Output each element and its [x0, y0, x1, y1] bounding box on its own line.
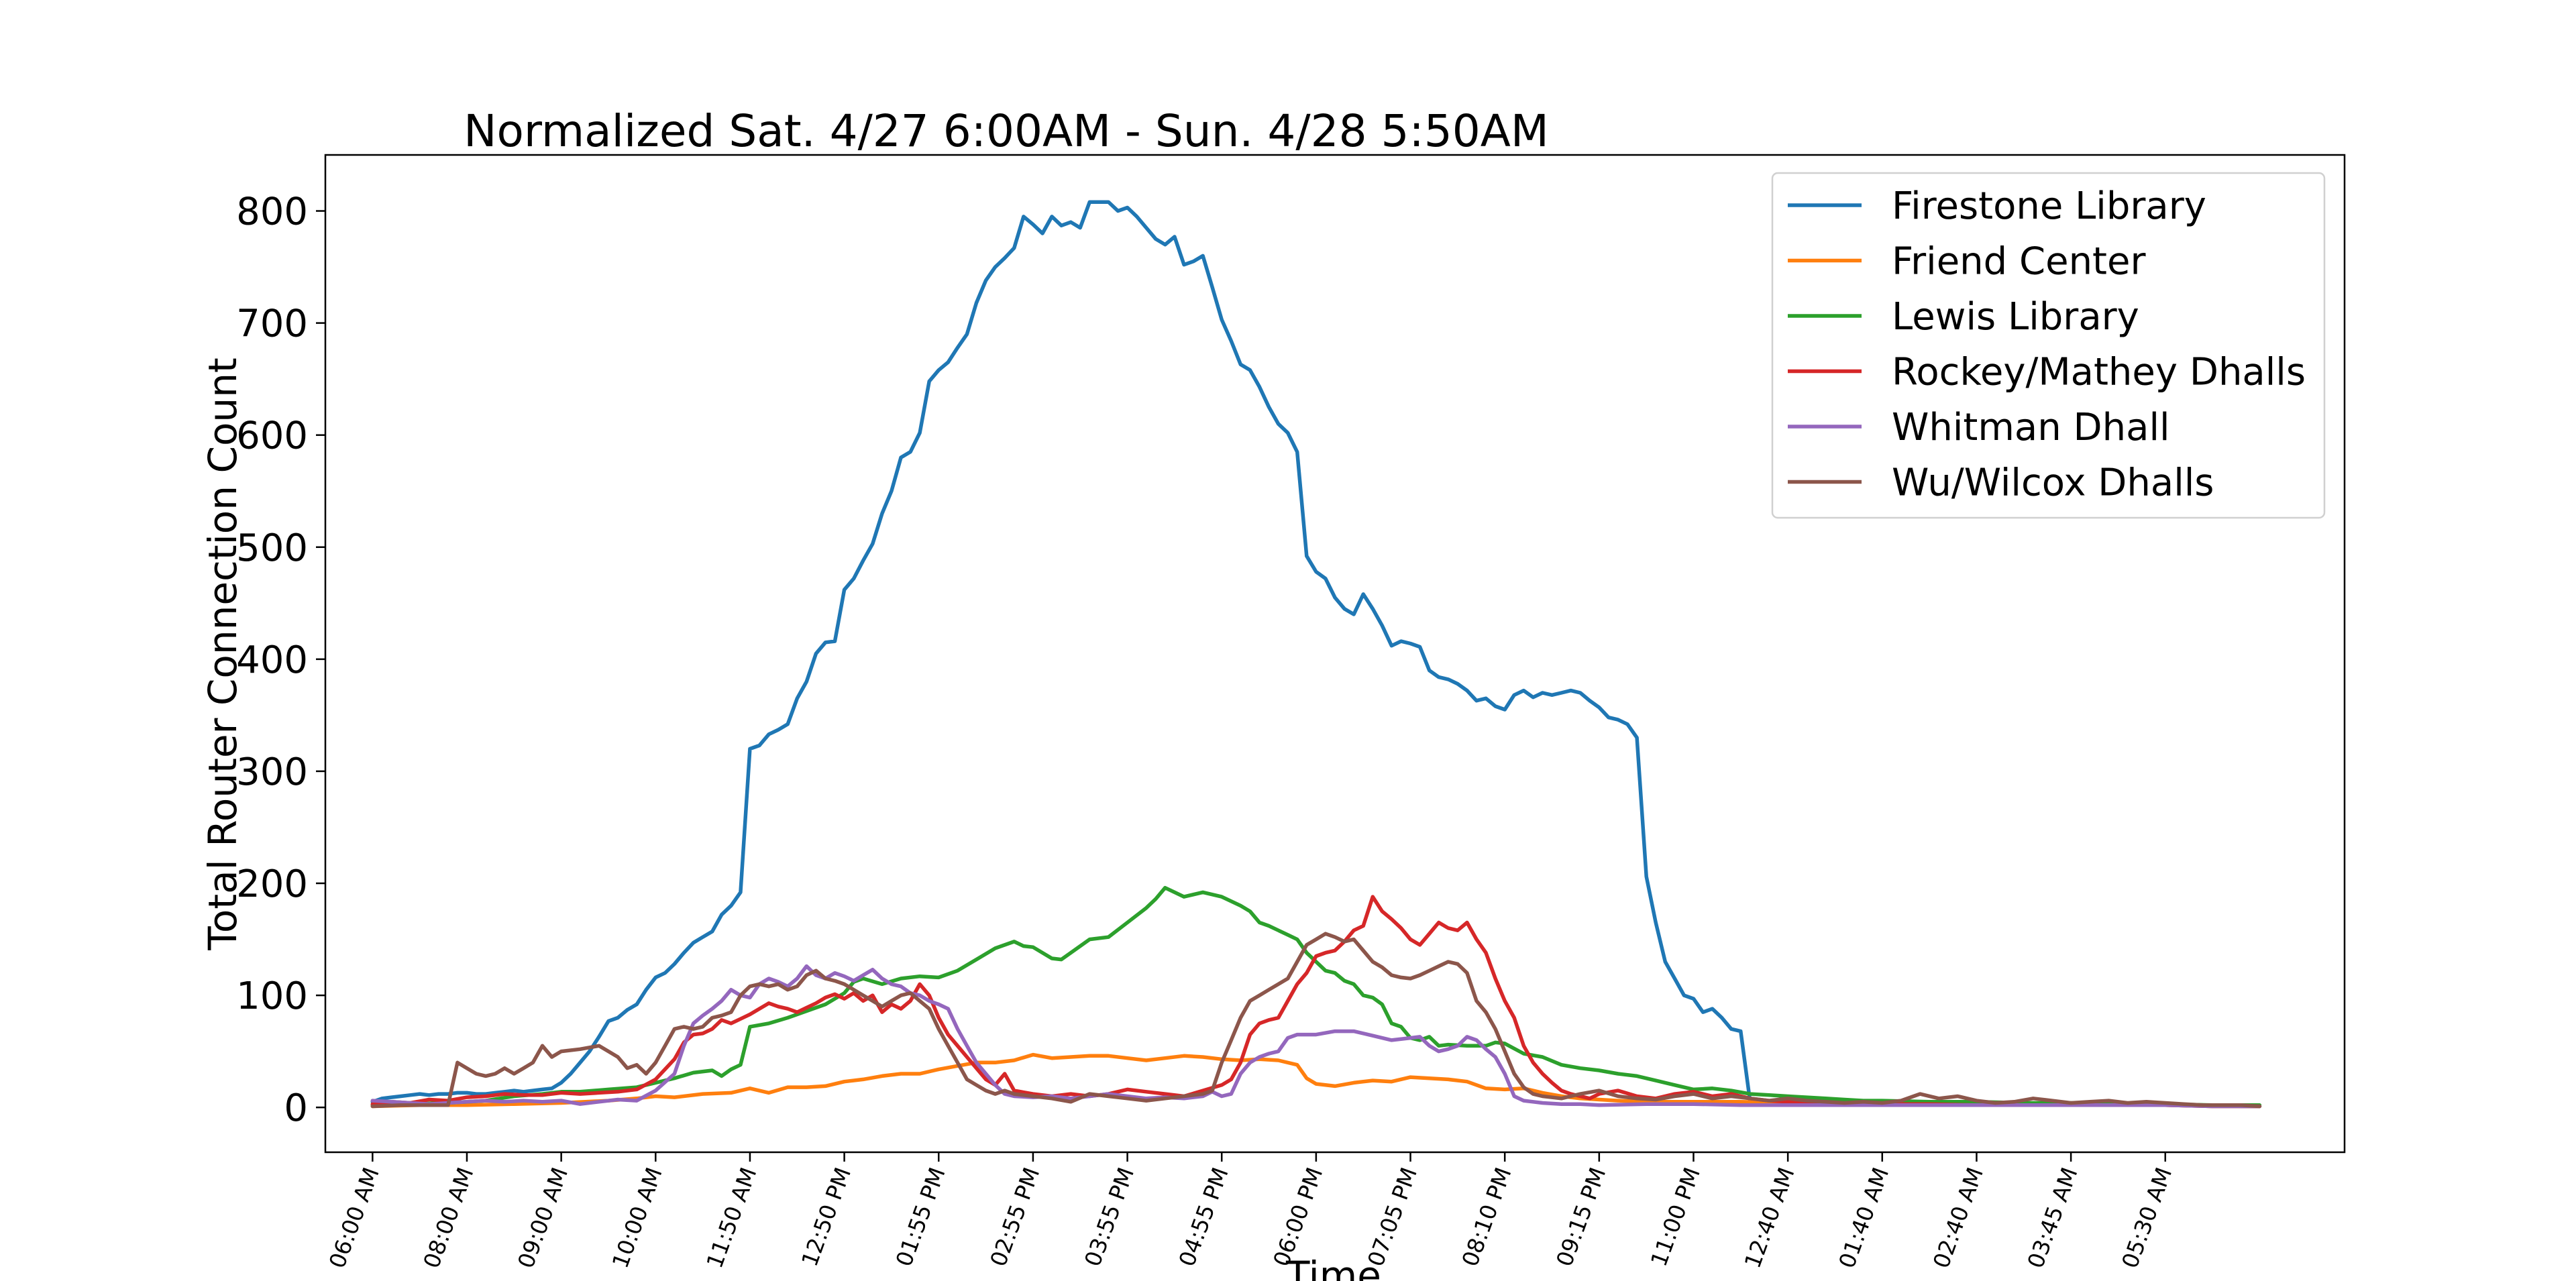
x-tick-label: 08:00 AM: [418, 1164, 478, 1272]
legend-label: Friend Center: [1892, 240, 2146, 284]
legend: Firestone Library Friend Center Lewis Libr…: [1771, 172, 2326, 519]
plot-area-frame: [324, 154, 2346, 1154]
y-tick-label: 600: [236, 414, 308, 458]
y-tick-label: 0: [284, 1087, 308, 1130]
series-line-5: [370, 932, 2262, 1109]
x-tick-label: 01:55 PM: [890, 1164, 950, 1270]
x-tick-label: 11:00 PM: [1646, 1164, 1705, 1270]
x-tick-label: 03:55 PM: [1079, 1164, 1139, 1270]
series-line-2: [370, 885, 2262, 1107]
x-tick-label: 02:40 AM: [1928, 1164, 1988, 1272]
x-tick-label: 04:55 PM: [1173, 1164, 1233, 1270]
y-tick-label: 300: [236, 750, 308, 794]
series-line-3: [370, 895, 2262, 1109]
y-tick-label: 100: [236, 974, 308, 1018]
legend-label: Rockey/Mathey Dhalls: [1892, 351, 2306, 394]
x-tick-label: 03:45 AM: [2022, 1164, 2082, 1272]
series-lines: [370, 200, 2262, 1109]
y-tick-label: 800: [236, 190, 308, 234]
x-tick-label: 12:40 AM: [1739, 1164, 1799, 1272]
x-tick-label: 12:50 PM: [796, 1164, 856, 1270]
y-axis-label: Total Router Connection Count: [200, 357, 246, 950]
x-axis: 06:00 AM 08:00 AM 09:00 AM 10:00 AM 11:50 AM…: [324, 1152, 2177, 1272]
x-tick-label: 06:00 AM: [324, 1164, 384, 1272]
y-tick-label: 200: [236, 862, 308, 906]
y-tick-label: 400: [236, 638, 308, 682]
y-axis: 0 100 200 300 400 500 600 700 800: [236, 190, 325, 1130]
x-tick-label: 05:30 AM: [2116, 1164, 2177, 1272]
y-tick-label: 500: [236, 526, 308, 570]
x-tick-label: 02:55 PM: [985, 1164, 1044, 1270]
legend-label: Whitman Dhall: [1892, 406, 2170, 449]
x-tick-label: 10:00 AM: [607, 1164, 667, 1272]
x-tick-label: 01:40 AM: [1833, 1164, 1894, 1272]
legend-frame: [1771, 172, 2326, 519]
y-tick-label: 700: [236, 302, 308, 346]
series-line-4: [370, 964, 2262, 1109]
x-tick-label: 09:15 PM: [1551, 1164, 1611, 1270]
legend-label: Lewis Library: [1892, 295, 2139, 339]
x-axis-label: Time: [1285, 1253, 1381, 1281]
x-tick-label: 11:50 AM: [701, 1164, 761, 1272]
legend-label: Wu/Wilcox Dhalls: [1892, 461, 2214, 505]
x-tick-label: 08:10 PM: [1456, 1164, 1516, 1270]
legend-label: Firestone Library: [1892, 184, 2206, 228]
x-tick-label: 09:00 AM: [513, 1164, 573, 1272]
chart-title: Normalized Sat. 4/27 6:00AM - Sun. 4/28 …: [464, 105, 1549, 157]
